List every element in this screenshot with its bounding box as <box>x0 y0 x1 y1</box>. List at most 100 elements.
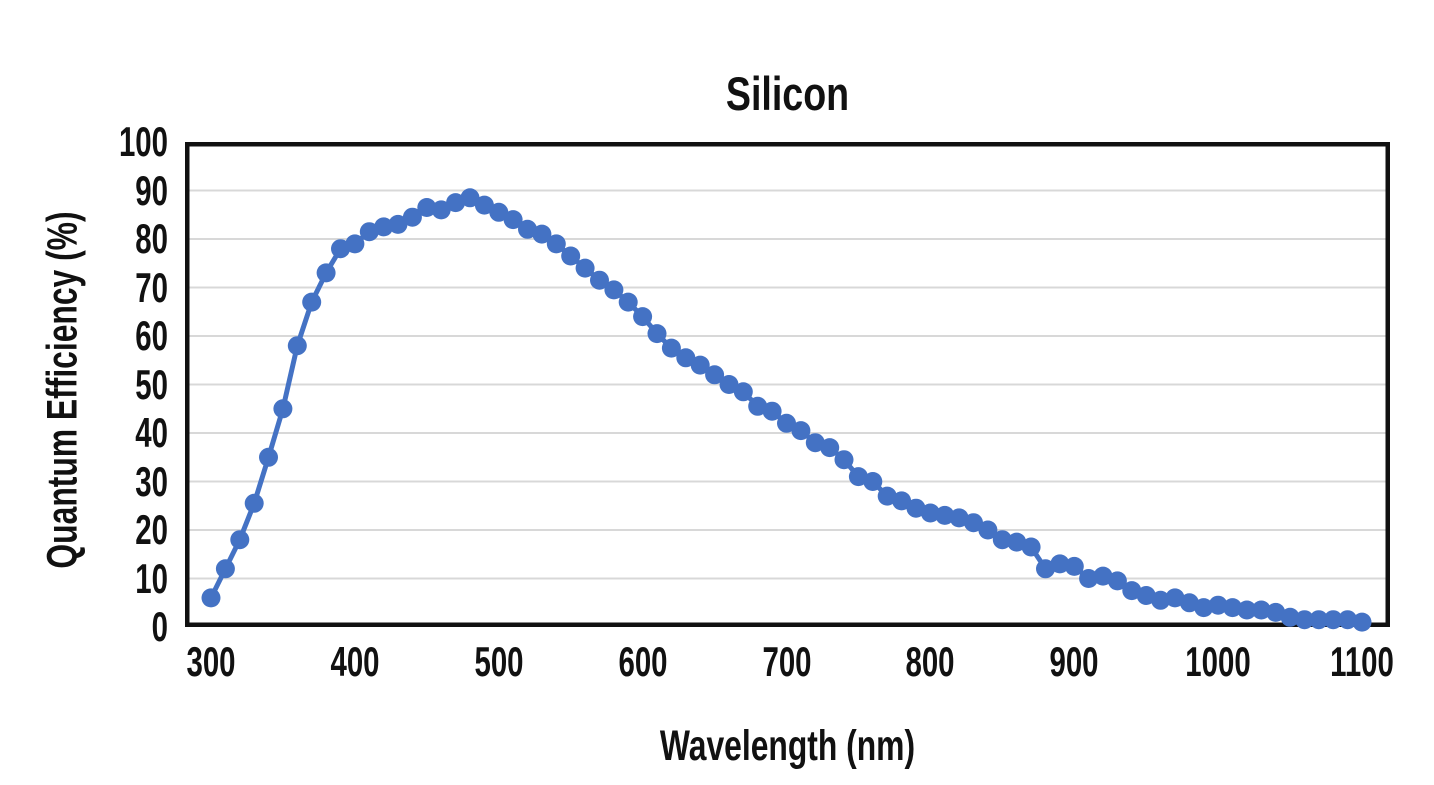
data-point-marker <box>877 486 897 506</box>
plot-area <box>185 142 1390 632</box>
data-point-marker <box>1122 581 1142 601</box>
x-tick-label: 700 <box>761 638 812 685</box>
data-point-marker <box>1237 600 1257 620</box>
data-point-marker <box>575 258 595 278</box>
data-point-marker <box>1151 590 1171 610</box>
data-point-marker <box>1338 610 1358 630</box>
data-point-marker <box>388 214 408 234</box>
data-point-marker <box>834 450 854 470</box>
x-tick-label: 800 <box>905 638 955 685</box>
data-point-marker <box>259 447 278 467</box>
data-point-marker <box>920 503 940 523</box>
y-tick-label: 80 <box>135 215 168 262</box>
data-point-marker <box>647 324 667 344</box>
data-point-marker <box>446 193 466 213</box>
data-point-marker <box>503 210 523 230</box>
y-tick-label: 60 <box>135 312 168 359</box>
x-tick-label: 500 <box>474 638 524 685</box>
data-point-marker <box>1208 595 1228 615</box>
silicon-qe-series-plot <box>185 142 1390 632</box>
data-point-marker <box>1079 569 1099 588</box>
data-point-marker <box>848 467 868 487</box>
data-point-marker <box>1021 537 1041 557</box>
data-point-marker <box>1352 612 1372 632</box>
data-point-marker <box>777 413 796 433</box>
data-point-marker <box>316 263 336 283</box>
data-point-marker <box>590 270 609 290</box>
y-tick-label: 30 <box>135 457 168 505</box>
x-tick-label: 900 <box>1049 638 1099 685</box>
data-point-marker <box>302 292 322 312</box>
data-point-marker <box>201 588 221 608</box>
chart-title: Silicon <box>725 67 850 120</box>
data-point-marker <box>791 421 811 441</box>
y-tick-label: 70 <box>135 263 168 311</box>
data-point-marker <box>949 508 969 528</box>
y-tick-label: 90 <box>135 166 168 214</box>
y-tick-label: 20 <box>135 506 168 553</box>
y-tick-label: 10 <box>135 554 168 602</box>
data-point-marker <box>1323 610 1343 630</box>
y-tick-label: 100 <box>118 118 168 165</box>
data-point-marker <box>230 530 250 550</box>
plot-border <box>185 142 1390 627</box>
data-point-marker <box>460 188 480 208</box>
data-point-marker <box>762 401 782 421</box>
data-point-marker <box>532 224 552 244</box>
data-point-marker <box>661 338 681 358</box>
data-point-marker <box>345 234 365 254</box>
y-axis-tick-labels: 0 10 20 30 40 50 60 70 80 90 100 <box>0 121 168 648</box>
data-point-marker <box>1107 571 1127 591</box>
data-point-marker <box>244 493 264 513</box>
data-point-marker <box>1280 607 1300 627</box>
data-point-marker <box>1309 610 1329 630</box>
data-point-marker <box>964 513 983 533</box>
data-point-marker <box>273 399 293 419</box>
data-point-marker <box>719 375 739 394</box>
data-point-marker <box>892 491 912 511</box>
data-point-marker <box>518 219 537 239</box>
data-point-marker <box>978 520 998 540</box>
data-point-marker <box>1165 588 1185 608</box>
data-point-marker <box>1266 602 1286 622</box>
data-point-marker <box>374 217 394 237</box>
data-point-marker <box>805 433 825 453</box>
data-point-marker <box>935 505 955 525</box>
data-point-marker <box>690 355 710 375</box>
x-tick-label: 300 <box>186 638 236 685</box>
data-point-marker <box>1036 559 1055 579</box>
x-tick-label: 1100 <box>1330 638 1394 685</box>
x-axis-tick-labels: 300 400 500 600 700 800 900 1000 1100 <box>185 638 1393 689</box>
data-point-marker <box>618 292 638 312</box>
x-axis-title: Wavelength (nm) <box>659 722 916 770</box>
data-point-marker <box>1251 600 1271 620</box>
data-point-marker <box>1179 593 1199 613</box>
data-point-marker <box>676 348 696 368</box>
data-point-marker <box>1136 586 1156 605</box>
data-point-marker <box>906 498 926 518</box>
data-point-marker <box>1050 554 1070 574</box>
data-point-marker <box>1223 598 1242 618</box>
data-point-marker <box>474 195 494 215</box>
data-point-marker <box>705 365 725 385</box>
data-point-marker <box>733 382 753 402</box>
x-tick-label: 400 <box>330 638 380 685</box>
data-point-marker <box>287 336 307 356</box>
data-point-marker <box>561 246 581 266</box>
y-tick-label: 0 <box>151 603 168 650</box>
data-point-marker <box>546 234 566 254</box>
data-point-marker <box>863 472 883 491</box>
data-point-marker <box>633 307 653 327</box>
data-point-marker <box>1093 566 1113 586</box>
data-point-marker <box>359 222 379 242</box>
x-tick-label: 1000 <box>1185 638 1251 685</box>
data-point-marker <box>431 200 451 220</box>
data-point-marker <box>489 202 509 222</box>
data-point-marker <box>748 396 768 416</box>
x-tick-label: 600 <box>618 638 668 685</box>
data-point-marker <box>402 207 422 227</box>
y-tick-label: 40 <box>135 409 168 456</box>
y-tick-label: 50 <box>135 360 168 408</box>
data-point-marker <box>1064 556 1084 576</box>
